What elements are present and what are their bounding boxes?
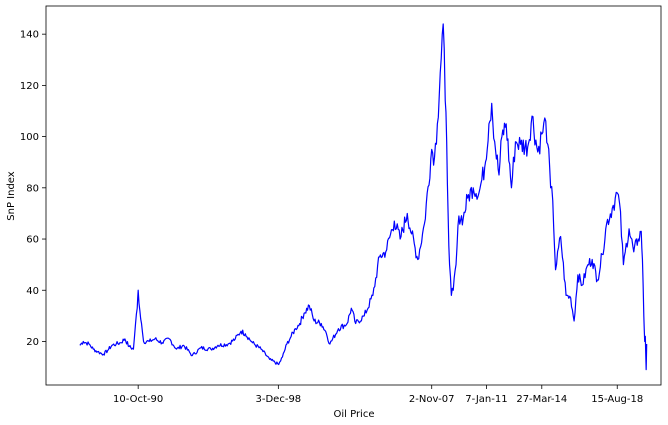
y-tick-label: 20	[26, 337, 39, 348]
y-tick-label: 60	[26, 235, 39, 246]
plot-background	[46, 6, 661, 385]
y-tick-label: 100	[20, 132, 39, 143]
x-axis-label: Oil Price	[333, 409, 374, 420]
y-tick-label: 40	[26, 286, 39, 297]
y-axis-ticks: 20 40 60 80 100 120 140	[20, 30, 46, 348]
y-tick-label: 140	[20, 30, 39, 41]
x-tick-label: 3-Dec-98	[256, 394, 302, 405]
y-axis-label: SnP Index	[6, 171, 17, 221]
y-tick-label: 120	[20, 81, 39, 92]
y-tick-label: 80	[26, 183, 39, 194]
x-tick-label: 2-Nov-07	[409, 394, 455, 405]
x-tick-label: 10-Oct-90	[113, 394, 163, 405]
x-axis-ticks: 10-Oct-90 3-Dec-98 2-Nov-07 7-Jan-11 27-Mar-…	[113, 385, 643, 405]
x-tick-label: 7-Jan-11	[465, 394, 507, 405]
plot-frame	[45, 5, 662, 386]
x-tick-label: 27-Mar-14	[516, 394, 567, 405]
oil-price-series-line	[79, 23, 648, 371]
x-tick-label: 15-Aug-18	[591, 394, 643, 405]
